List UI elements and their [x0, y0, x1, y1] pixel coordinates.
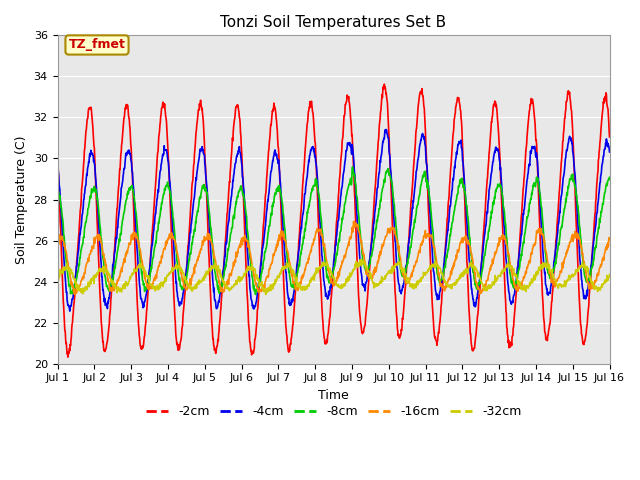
X-axis label: Time: Time: [318, 389, 349, 402]
Text: TZ_fmet: TZ_fmet: [68, 38, 125, 51]
Legend: -2cm, -4cm, -8cm, -16cm, -32cm: -2cm, -4cm, -8cm, -16cm, -32cm: [141, 400, 527, 423]
Y-axis label: Soil Temperature (C): Soil Temperature (C): [15, 135, 28, 264]
Title: Tonzi Soil Temperatures Set B: Tonzi Soil Temperatures Set B: [220, 15, 447, 30]
